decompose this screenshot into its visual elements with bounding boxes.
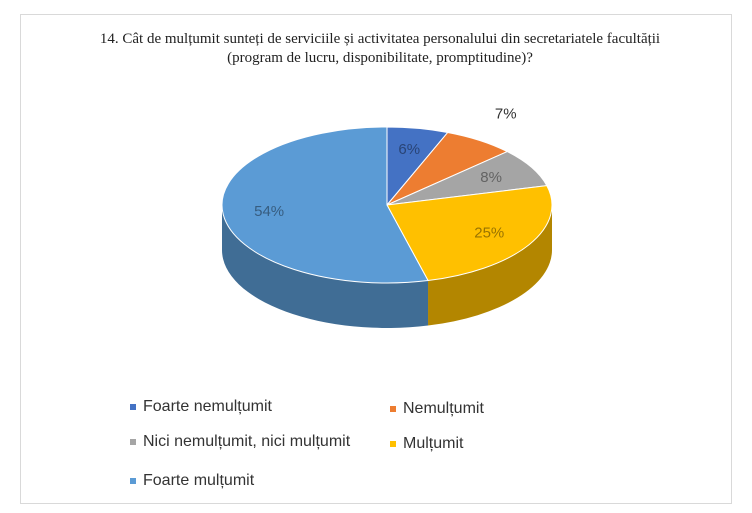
slice <box>386 185 553 282</box>
data-label: 8% <box>480 169 502 186</box>
data-label: 25% <box>474 225 504 242</box>
legend-label: Nemulțumit <box>403 400 484 417</box>
legend-swatch <box>390 441 396 447</box>
data-label: 7% <box>495 105 517 122</box>
data-label: 54% <box>254 203 284 220</box>
legend-swatch <box>130 439 136 445</box>
legend-label: Foarte nemulțumit <box>143 398 272 415</box>
legend-swatch <box>390 406 396 412</box>
legend-swatch <box>130 404 136 410</box>
chart-frame <box>20 14 732 504</box>
slice <box>221 126 429 284</box>
slice-side <box>428 205 552 326</box>
legend-swatch <box>130 478 136 484</box>
legend-label: Nici nemulțumit, nici mulțumit <box>143 433 351 450</box>
slice-side <box>221 205 429 328</box>
data-label: 6% <box>398 141 420 158</box>
legend-label: Foarte mulțumit <box>143 472 255 489</box>
chart-title: 14. Cât de mulțumit sunteți de serviciil… <box>99 31 661 66</box>
legend-label: Mulțumit <box>403 435 464 452</box>
